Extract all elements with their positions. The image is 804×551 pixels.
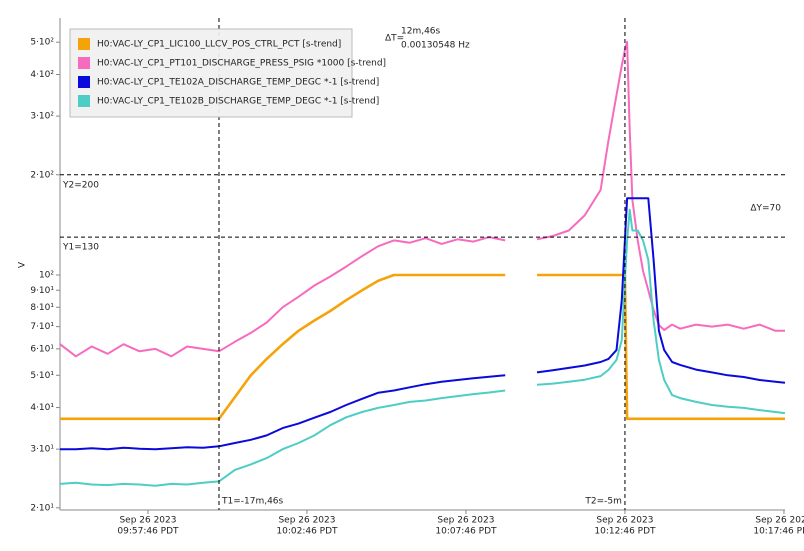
cursors: Y1=130 Y2=200 T1=-17m,46s T2=-5m ΔY=70 ΔT=12m… bbox=[60, 18, 785, 510]
y-cursor-label: Y2=200 bbox=[62, 180, 99, 190]
y-tick-label: 4·10¹ bbox=[30, 403, 54, 413]
legend-swatch bbox=[78, 76, 90, 88]
series-line bbox=[60, 273, 506, 421]
legend-box bbox=[69, 28, 353, 118]
series-line bbox=[60, 374, 506, 451]
x-cursor-label: T1=-17m,46s bbox=[221, 497, 284, 507]
series-line bbox=[536, 208, 786, 415]
y-tick-label: 8·10¹ bbox=[30, 303, 54, 313]
x-tick-label: 09:57:46 PDT bbox=[117, 527, 179, 537]
delta-y: ΔY=70 bbox=[750, 204, 781, 214]
x-tick-label: Sep 26 2023 bbox=[596, 516, 653, 526]
legend-swatch bbox=[78, 57, 90, 69]
x-tick-label: 10:12:46 PDT bbox=[594, 527, 656, 537]
legend-swatch bbox=[78, 38, 90, 50]
x-tick-label: Sep 26 2023 bbox=[119, 516, 176, 526]
x-tick-label: Sep 26 2023 bbox=[437, 516, 494, 526]
legend-label: H0:VAC-LY_CP1_PT101_DISCHARGE_PRESS_PSIG… bbox=[97, 59, 386, 69]
x-tick-label: 10:07:46 PDT bbox=[435, 527, 497, 537]
legend-swatch bbox=[78, 95, 90, 107]
y-cursor-label: Y1=130 bbox=[62, 243, 99, 253]
y-tick-label: 7·10¹ bbox=[30, 322, 54, 332]
y-tick-label: 3·10² bbox=[30, 112, 54, 122]
x-cursor-label: T2=-5m bbox=[584, 497, 622, 507]
x-tick-label: 10:17:46 PDT bbox=[753, 527, 804, 537]
delta-t-label: ΔT= bbox=[385, 34, 404, 44]
x-tick-label: Sep 26 2023 bbox=[278, 516, 335, 526]
series-line bbox=[536, 197, 786, 384]
legend-label: H0:VAC-LY_CP1_LIC100_LLCV_POS_CTRL_PCT [… bbox=[97, 40, 341, 50]
y-axis-label: V bbox=[18, 261, 28, 268]
legend: H0:VAC-LY_CP1_LIC100_LLCV_POS_CTRL_PCT [… bbox=[69, 28, 386, 118]
y-tick-label: 2·10¹ bbox=[30, 503, 54, 513]
legend-label: H0:VAC-LY_CP1_TE102B_DISCHARGE_TEMP_DEGC… bbox=[97, 97, 379, 107]
y-tick-label: 2·10² bbox=[30, 170, 54, 180]
x-tick-label: 10:02:46 PDT bbox=[276, 527, 338, 537]
series-line bbox=[537, 273, 785, 421]
legend-label: H0:VAC-LY_CP1_TE102A_DISCHARGE_TEMP_DEGC… bbox=[97, 78, 379, 88]
series-line bbox=[59, 389, 506, 487]
y-tick-label: 9·10¹ bbox=[30, 286, 54, 296]
y-tick-label: 5·10² bbox=[30, 38, 54, 48]
y-tick-label: 6·10¹ bbox=[30, 344, 54, 354]
series-lines bbox=[59, 40, 786, 487]
y-tick-label: 3·10¹ bbox=[30, 445, 54, 455]
y-tick-label: 10² bbox=[39, 271, 54, 281]
delta-t-value: 12m,46s bbox=[401, 27, 441, 37]
series-line bbox=[536, 40, 785, 332]
series-line bbox=[59, 236, 506, 358]
y-tick-label: 5·10¹ bbox=[30, 371, 54, 381]
y-tick-label: 4·10² bbox=[30, 70, 54, 80]
delta-t-freq: 0.00130548 Hz bbox=[401, 41, 470, 51]
x-tick-label: Sep 26 2023 bbox=[755, 516, 804, 526]
